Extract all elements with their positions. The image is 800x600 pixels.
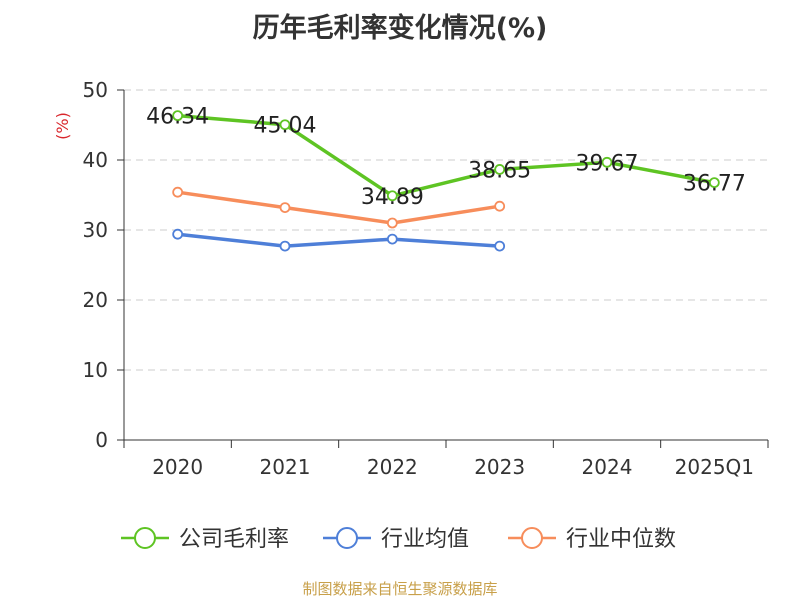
data-label: 36.77 (683, 172, 746, 197)
data-point (494, 164, 506, 175)
x-tick-label: 2021 (260, 455, 311, 479)
y-tick-label: 30 (83, 218, 108, 242)
data-point (494, 240, 506, 252)
data-label-layer: 46.34 45.04 34.89 38.65 39.67 36.77 (146, 105, 746, 210)
x-tick-label: 2024 (582, 455, 633, 479)
data-label: 45.04 (254, 114, 317, 139)
data-point (279, 202, 291, 214)
x-tick-label: 2020 (152, 455, 203, 479)
data-point (386, 217, 398, 229)
data-label: 46.34 (146, 105, 209, 130)
source-note: 制图数据来自恒生聚源数据库 (302, 580, 498, 598)
data-point (172, 186, 184, 198)
y-tick-label: 50 (83, 78, 108, 102)
data-point (708, 177, 720, 189)
legend-marker (336, 527, 358, 549)
data-label: 39.67 (576, 151, 639, 176)
series-line (177, 232, 500, 248)
series-line (177, 190, 500, 225)
legend-label: 公司毛利率 (179, 527, 289, 552)
data-point (601, 156, 613, 168)
data-label: 34.89 (361, 185, 424, 210)
x-tick-label: 2022 (367, 455, 418, 479)
legend-label: 行业均值 (381, 527, 469, 552)
legend-label: 行业中位数 (566, 527, 676, 552)
y-tick-label: 20 (83, 288, 108, 312)
y-axis-label: (%) (53, 112, 72, 140)
data-point (172, 228, 184, 240)
data-point (279, 119, 291, 131)
data-point (279, 240, 291, 252)
grid-layer (124, 89, 768, 371)
series-layer (172, 110, 720, 252)
series-line (177, 113, 715, 198)
y-tick-label: 0 (95, 428, 108, 452)
y-tick-label: 40 (83, 148, 108, 172)
data-label: 38.65 (468, 158, 531, 183)
data-point (494, 200, 506, 212)
axis-layer: 0 10 20 30 40 50 2020 2021 2022 2023 2024 2025Q1 (%) (53, 78, 769, 479)
data-point (386, 233, 398, 245)
legend-marker (521, 527, 543, 549)
x-tick-label: 2023 (474, 455, 525, 479)
data-point (172, 110, 184, 122)
data-point (386, 190, 398, 202)
x-tick-label: 2025Q1 (675, 455, 754, 479)
legend: 公司毛利率 行业均值 行业中位数 (121, 527, 676, 552)
y-tick-label: 10 (83, 358, 108, 382)
chart-title: 历年毛利率变化情况(%) (252, 13, 548, 44)
legend-marker (134, 527, 156, 549)
